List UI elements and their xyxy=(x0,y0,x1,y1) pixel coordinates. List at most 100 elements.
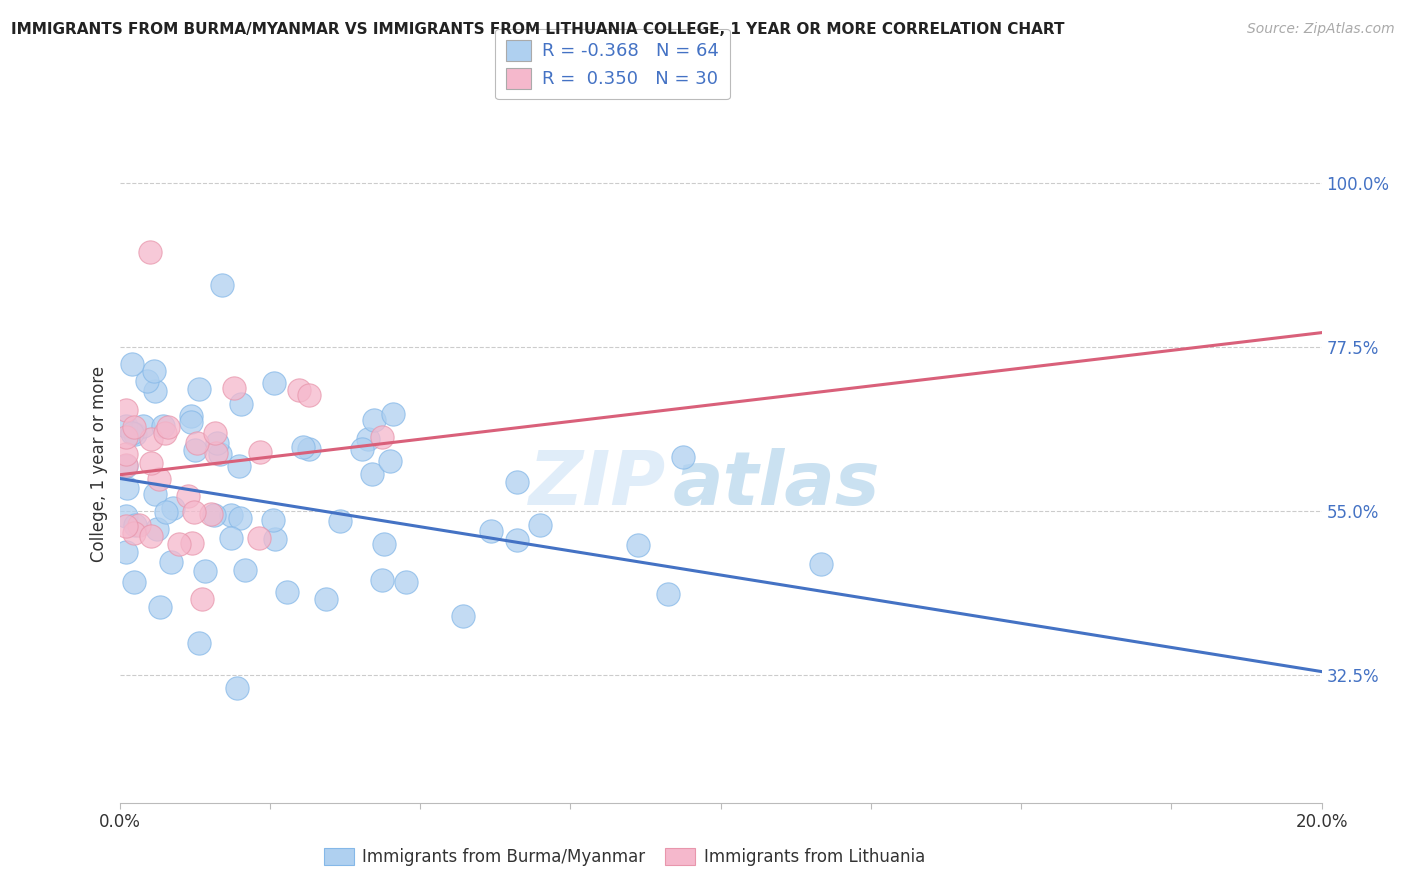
Point xyxy=(180,409,202,424)
Point xyxy=(350,442,373,456)
Point xyxy=(222,381,245,395)
Point xyxy=(160,555,183,569)
Point xyxy=(152,419,174,434)
Point xyxy=(162,500,184,515)
Point xyxy=(453,609,475,624)
Point xyxy=(124,518,146,533)
Point xyxy=(363,413,385,427)
Point xyxy=(371,430,394,444)
Point xyxy=(204,446,226,460)
Point xyxy=(298,442,321,456)
Point xyxy=(114,518,136,533)
Point xyxy=(122,420,145,434)
Point xyxy=(371,573,394,587)
Point xyxy=(114,430,136,444)
Point xyxy=(153,425,176,440)
Point xyxy=(114,419,136,434)
Point xyxy=(184,442,207,457)
Point xyxy=(136,374,159,388)
Point xyxy=(479,524,502,539)
Point xyxy=(810,557,832,571)
Point xyxy=(356,432,378,446)
Point xyxy=(148,472,170,486)
Point xyxy=(315,591,337,606)
Point xyxy=(114,403,136,417)
Point xyxy=(155,505,177,519)
Point xyxy=(139,432,162,446)
Point xyxy=(132,418,155,433)
Text: IMMIGRANTS FROM BURMA/MYANMAR VS IMMIGRANTS FROM LITHUANIA COLLEGE, 1 YEAR OR MO: IMMIGRANTS FROM BURMA/MYANMAR VS IMMIGRA… xyxy=(11,22,1064,37)
Y-axis label: College, 1 year or more: College, 1 year or more xyxy=(90,366,108,562)
Point xyxy=(627,538,650,552)
Point xyxy=(114,447,136,461)
Text: Source: ZipAtlas.com: Source: ZipAtlas.com xyxy=(1247,22,1395,37)
Point xyxy=(228,459,250,474)
Point xyxy=(121,425,143,440)
Point xyxy=(143,487,166,501)
Point xyxy=(211,278,233,293)
Point xyxy=(672,450,695,464)
Point xyxy=(202,508,225,522)
Point xyxy=(115,481,138,495)
Point xyxy=(149,600,172,615)
Point xyxy=(128,518,150,533)
Point xyxy=(176,489,198,503)
Point xyxy=(124,427,146,442)
Point xyxy=(247,531,270,545)
Point xyxy=(180,415,202,429)
Point xyxy=(124,575,146,590)
Point xyxy=(180,535,202,549)
Legend: Immigrants from Burma/Myanmar, Immigrants from Lithuania: Immigrants from Burma/Myanmar, Immigrant… xyxy=(318,841,932,872)
Point xyxy=(657,587,679,601)
Point xyxy=(292,440,315,454)
Point xyxy=(115,458,138,473)
Point xyxy=(121,357,143,371)
Point xyxy=(183,504,205,518)
Text: atlas: atlas xyxy=(672,448,880,521)
Point xyxy=(190,591,212,606)
Point xyxy=(146,522,169,536)
Point xyxy=(219,508,242,522)
Point xyxy=(276,585,298,599)
Point xyxy=(139,528,162,542)
Text: ZIP: ZIP xyxy=(529,448,666,521)
Point xyxy=(115,545,138,559)
Point xyxy=(395,574,418,589)
Point xyxy=(329,515,352,529)
Point xyxy=(373,536,395,550)
Point xyxy=(506,533,529,547)
Point xyxy=(186,435,208,450)
Point xyxy=(114,508,136,523)
Point xyxy=(381,407,404,421)
Point xyxy=(143,384,166,398)
Point xyxy=(209,447,232,461)
Point xyxy=(225,681,247,695)
Point xyxy=(221,531,243,545)
Point xyxy=(380,454,402,468)
Point xyxy=(229,397,252,411)
Point xyxy=(263,376,285,391)
Point xyxy=(288,383,311,397)
Point xyxy=(188,636,211,650)
Point xyxy=(114,458,136,473)
Point xyxy=(506,475,529,490)
Point xyxy=(204,425,226,440)
Point xyxy=(142,364,165,378)
Point xyxy=(138,244,160,259)
Point xyxy=(187,382,209,396)
Point xyxy=(249,444,271,458)
Point xyxy=(122,526,145,541)
Point xyxy=(529,517,551,532)
Point xyxy=(298,388,321,402)
Point xyxy=(205,435,228,450)
Point xyxy=(167,536,190,550)
Point xyxy=(141,456,163,470)
Point xyxy=(360,467,382,481)
Point xyxy=(262,512,284,526)
Point xyxy=(229,511,252,525)
Point xyxy=(157,420,180,434)
Point xyxy=(233,563,256,577)
Point xyxy=(200,507,222,521)
Point xyxy=(264,532,287,546)
Point xyxy=(194,565,217,579)
